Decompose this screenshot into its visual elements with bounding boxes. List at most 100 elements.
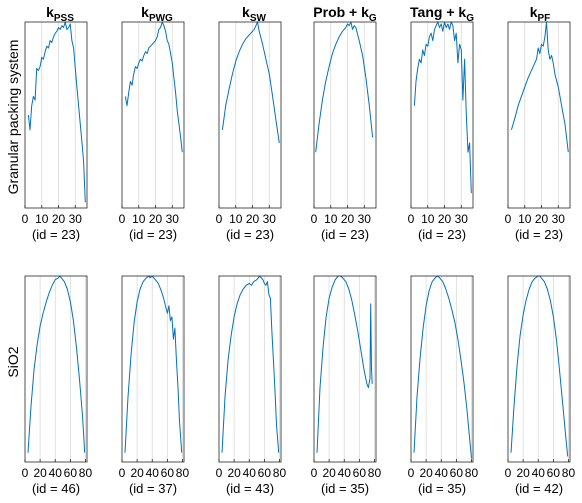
x-tick-label: 20 (322, 466, 336, 480)
x-tick-label: 20 (516, 466, 530, 480)
subplot-1-6: 0 10 20 30(id = 23) (505, 21, 571, 242)
data-line (124, 21, 183, 153)
x-tick-label: 20 (227, 466, 241, 480)
column-title-2: kPWG (141, 4, 173, 24)
x-tick-label: 20 (52, 212, 66, 226)
axes-frame (24, 275, 88, 463)
subplot-1-2: 0 10 20 30(id = 23) (119, 21, 185, 242)
row-label-sio2: SiO2 (5, 346, 21, 377)
x-tick-label: 30 (263, 212, 277, 226)
x-axis-label: (id = 23) (32, 227, 80, 242)
subplot-1-1: 0 10 20 30(id = 23) (22, 21, 88, 242)
x-tick-label: 20 (535, 212, 549, 226)
x-tick-label: 80 (79, 466, 93, 480)
column-title-5: Tang + kG (410, 4, 474, 24)
subplot-2-4: 0 20 40 60 80(id = 35) (311, 275, 382, 496)
axes-frame (121, 21, 185, 209)
data-line (27, 21, 86, 203)
subplot-2-5: 0 20 40 60 80(id = 35) (408, 275, 479, 496)
x-tick-label: 30 (166, 212, 180, 226)
subplot-1-5: 0 10 20 30(id = 23) (408, 21, 474, 242)
subplot-1-3: 0 10 20 30(id = 23) (216, 21, 282, 242)
x-tick-label: 10 (132, 212, 146, 226)
axes-frame (410, 275, 474, 463)
axes-frame (121, 275, 185, 463)
x-tick-label: 60 (353, 466, 367, 480)
x-axis-label: (id = 35) (418, 481, 466, 496)
axes-frame (24, 21, 88, 209)
x-tick-label: 20 (149, 212, 163, 226)
column-titles: kPSS kPWG kSW Prob + kG Tang + kG kPF (46, 4, 550, 24)
x-tick-label: 40 (146, 466, 160, 480)
x-tick-label: 30 (552, 212, 566, 226)
x-tick-label: 0 (408, 466, 415, 480)
x-axis-label: (id = 35) (321, 481, 369, 496)
axes-frame (218, 21, 282, 209)
data-line (27, 275, 86, 453)
x-tick-label: 60 (450, 466, 464, 480)
x-tick-label: 40 (338, 466, 352, 480)
x-tick-label: 30 (455, 212, 469, 226)
x-tick-label: 0 (505, 466, 512, 480)
x-tick-label: 80 (176, 466, 190, 480)
column-title-1: kPSS (46, 4, 74, 24)
data-line (315, 21, 374, 153)
subplot-2-2: 0 20 40 60 80(id = 37) (119, 275, 190, 496)
x-tick-label: 30 (358, 212, 372, 226)
x-tick-label: 0 (505, 212, 512, 226)
x-tick-label: 10 (35, 212, 49, 226)
x-tick-label: 0 (119, 212, 126, 226)
data-line (413, 21, 472, 194)
subplot-grid: 0 10 20 30(id = 23)0 10 20 30(id = 23)0 10 20 30(… (22, 21, 575, 496)
x-axis-label: (id = 23) (226, 227, 274, 242)
x-tick-label: 80 (465, 466, 479, 480)
data-line (221, 275, 280, 453)
column-title-4: Prob + kG (313, 4, 377, 24)
subplot-2-6: 0 20 40 60 80(id = 42) (505, 275, 575, 496)
axes-frame (507, 275, 571, 463)
axes-frame (410, 21, 474, 209)
x-axis-label: (id = 23) (515, 227, 563, 242)
x-axis-label: (id = 42) (515, 481, 563, 496)
x-axis-label: (id = 23) (129, 227, 177, 242)
data-line (510, 275, 569, 457)
axes-frame (218, 275, 282, 463)
subplot-1-4: 0 10 20 30(id = 23) (311, 21, 377, 242)
data-line (510, 21, 569, 153)
x-axis-label: (id = 43) (226, 481, 274, 496)
x-tick-label: 60 (258, 466, 272, 480)
data-line (413, 275, 472, 459)
x-axis-label: (id = 37) (129, 481, 177, 496)
x-tick-label: 0 (119, 466, 126, 480)
x-tick-label: 20 (246, 212, 260, 226)
axes-frame (313, 21, 377, 209)
x-tick-label: 20 (341, 212, 355, 226)
x-tick-label: 0 (216, 212, 223, 226)
x-tick-label: 40 (532, 466, 546, 480)
column-title-3: kSW (242, 4, 266, 24)
x-axis-label: (id = 46) (32, 481, 80, 496)
x-tick-label: 20 (438, 212, 452, 226)
x-tick-label: 40 (435, 466, 449, 480)
x-tick-label: 20 (33, 466, 47, 480)
x-tick-label: 30 (69, 212, 83, 226)
x-tick-label: 20 (419, 466, 433, 480)
subplot-2-3: 0 20 40 60 80(id = 43) (216, 275, 287, 496)
row-label-granular: Granular packing system (5, 40, 21, 195)
data-line (316, 275, 373, 453)
data-line (124, 275, 183, 453)
x-tick-label: 40 (243, 466, 257, 480)
x-tick-label: 80 (368, 466, 382, 480)
x-tick-label: 0 (311, 466, 318, 480)
axes-frame (313, 275, 377, 463)
x-tick-label: 80 (273, 466, 287, 480)
x-tick-label: 10 (421, 212, 435, 226)
x-tick-label: 0 (22, 466, 29, 480)
x-tick-label: 0 (408, 212, 415, 226)
x-tick-label: 10 (324, 212, 338, 226)
data-line (221, 21, 280, 143)
x-tick-label: 40 (49, 466, 63, 480)
column-title-6: kPF (530, 4, 551, 24)
axes-frame (507, 21, 571, 209)
